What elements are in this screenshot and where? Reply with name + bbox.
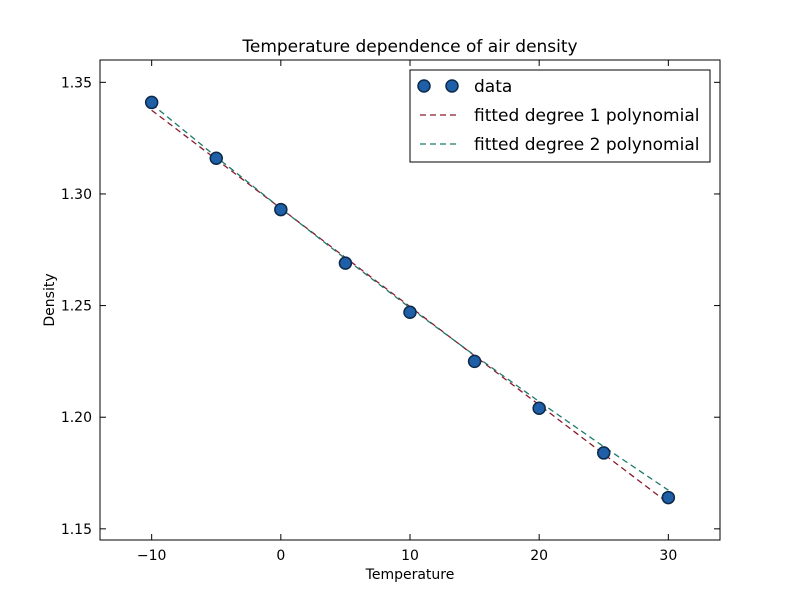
data-point [209, 151, 223, 165]
series-line-2 [151, 103, 669, 491]
marks-layer [144, 95, 676, 505]
data-point [338, 256, 353, 270]
legend-marker [417, 79, 431, 93]
data-point [532, 401, 546, 416]
x-tick-label: 0 [276, 548, 285, 564]
legend-box [409, 69, 711, 163]
y-axis-label: Density [42, 273, 58, 326]
legend-marker [445, 79, 459, 93]
data-point [274, 202, 288, 217]
data-point [467, 354, 482, 369]
data-point [144, 95, 159, 110]
data-point [661, 490, 676, 505]
chart-title: Temperature dependence of air density [241, 37, 577, 57]
legend: data fitted degree 1 polynomial fitted deg… [409, 69, 711, 163]
y-tick-label: 1.25 [61, 299, 92, 315]
x-tick-label: 10 [401, 548, 419, 564]
legend-label: fitted degree 2 polynomial [474, 135, 699, 155]
x-tick-label: 20 [530, 548, 548, 564]
data-point [403, 305, 417, 320]
legend-label: fitted degree 1 polynomial [474, 106, 699, 126]
legend-label: data [474, 77, 512, 97]
y-tick-label: 1.20 [61, 410, 92, 426]
ticks-layer: −10 0 10 20 30 1.15 1.20 1.25 1.30 1.35 [61, 60, 720, 564]
x-tick-label: 30 [659, 548, 677, 564]
x-axis-label: Temperature [365, 567, 455, 583]
data-point [597, 446, 611, 460]
x-tick-label: −10 [137, 548, 167, 564]
y-tick-label: 1.30 [61, 187, 92, 203]
y-tick-label: 1.15 [61, 522, 92, 538]
y-tick-label: 1.35 [61, 75, 92, 91]
